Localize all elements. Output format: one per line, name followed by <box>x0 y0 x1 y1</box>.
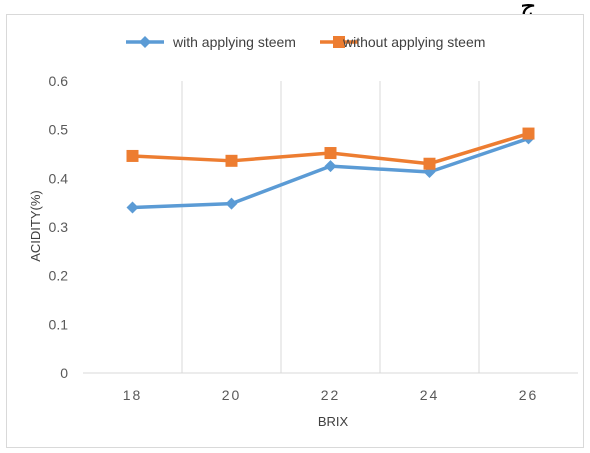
data-point-series-2 <box>324 147 337 160</box>
x-tick-label: 18 <box>123 387 143 403</box>
chart-frame <box>6 14 584 448</box>
legend-label-2: without applying steem <box>342 34 485 50</box>
y-axis-title: ACIDITY(%) <box>28 190 43 262</box>
data-point-series-1 <box>126 201 139 214</box>
y-tick-label: 0.6 <box>49 73 69 89</box>
legend: with applying steem without applying stee… <box>126 34 485 50</box>
data-point-series-1 <box>324 160 337 173</box>
grid <box>181 81 480 373</box>
x-tick-label: 26 <box>519 387 539 403</box>
y-tick-label: 0.3 <box>49 219 69 235</box>
y-tick-label: 0.2 <box>49 268 69 284</box>
x-tick-label: 20 <box>222 387 242 403</box>
series-layer <box>126 127 535 214</box>
legend-marker-2 <box>333 36 345 48</box>
y-tick-label: 0.4 <box>49 170 69 186</box>
legend-marker-1 <box>139 36 151 48</box>
data-point-series-2 <box>225 154 238 167</box>
x-tick-label: 22 <box>321 387 341 403</box>
data-point-series-2 <box>522 127 535 140</box>
y-tick-label: 0.1 <box>49 316 69 332</box>
legend-label-1: with applying steem <box>172 34 296 50</box>
x-axis-title: BRIX <box>318 414 349 429</box>
data-point-series-1 <box>225 197 238 210</box>
data-point-series-2 <box>126 149 139 162</box>
x-tick-label: 24 <box>420 387 440 403</box>
axes: 0 0.1 0.2 0.3 0.4 0.5 0.6 18 20 22 24 26 <box>49 73 578 403</box>
y-tick-label: 0 <box>60 365 68 381</box>
data-point-series-2 <box>423 157 436 170</box>
y-tick-label: 0.5 <box>49 122 69 138</box>
